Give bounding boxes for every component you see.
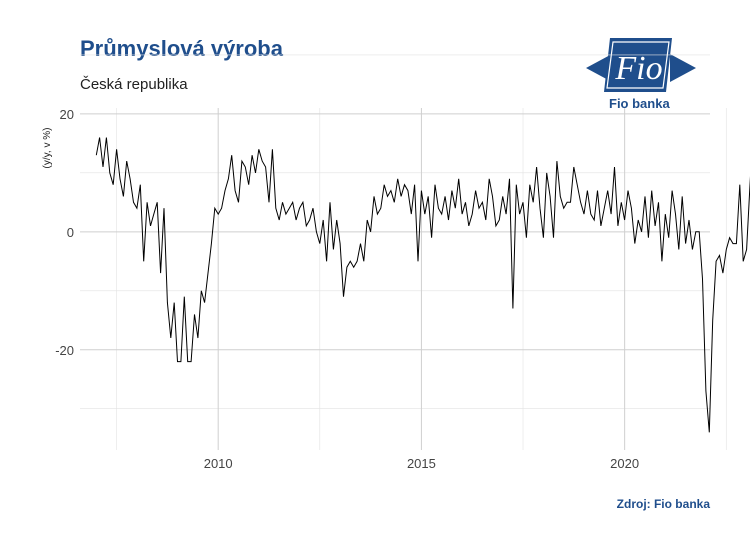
logo-brand-name: Fio banka — [609, 96, 670, 111]
series-line — [95, 137, 750, 433]
x-tick-labels: 2010 2015 2020 — [204, 456, 639, 471]
grid — [80, 54, 727, 450]
source-note: Zdroj: Fio banka — [616, 497, 710, 511]
y-tick-labels: 20 0 -20 — [55, 107, 74, 358]
fio-logo-icon: Fio — [586, 38, 696, 92]
y-axis-label: (y/y, v %) — [42, 128, 53, 169]
y-tick-label: 0 — [67, 225, 74, 240]
x-tick-label: 2020 — [610, 456, 639, 471]
logo-mark-text: Fio — [614, 50, 662, 87]
chart-subtitle: Česká republika — [80, 76, 188, 93]
x-tick-label: 2010 — [204, 456, 233, 471]
chart-title: Průmyslová výroba — [80, 36, 283, 61]
y-tick-label: 20 — [60, 107, 74, 122]
x-tick-label: 2015 — [407, 456, 436, 471]
y-tick-label: -20 — [55, 343, 74, 358]
